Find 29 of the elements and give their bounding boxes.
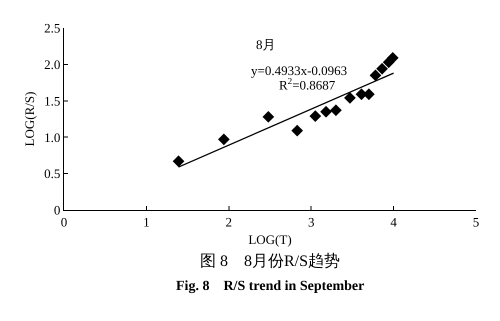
- point: [386, 52, 399, 64]
- x-axis-title: LOG(T): [248, 232, 292, 248]
- point: [172, 155, 184, 168]
- caption: Fig. 8 R/S trend in September: [176, 279, 364, 294]
- annotation: y=0.4933x-0.0963: [251, 63, 348, 78]
- point: [262, 110, 274, 123]
- y-tick-label: 1.5: [44, 93, 60, 108]
- caption: 图 8 8月份R/S趋势: [200, 252, 340, 270]
- point: [291, 124, 304, 136]
- x-tick-label: 1: [143, 214, 150, 230]
- y-tick-label: 2.5: [44, 20, 60, 36]
- annotation: R$^{2}$=0.8687: [279, 76, 336, 92]
- annotation: 8月: [256, 37, 276, 52]
- point: [370, 69, 382, 82]
- x-tick-label: 4: [390, 214, 398, 230]
- point: [309, 110, 322, 122]
- x-tick-label: 3: [308, 214, 314, 230]
- y-tick-label: 0: [54, 202, 60, 218]
- y-tick-label: 2.0: [44, 56, 60, 72]
- point: [376, 62, 388, 75]
- y-tick-label: 1.0: [44, 130, 60, 145]
- x-tick-label: 2: [226, 214, 232, 230]
- x-tick-label: 5: [472, 214, 480, 230]
- point: [320, 106, 332, 118]
- point: [344, 92, 356, 104]
- y-tick-label: 0.5: [44, 166, 60, 182]
- point: [330, 104, 342, 116]
- y-axis-title: LOG(R/S): [22, 92, 38, 146]
- point: [218, 134, 230, 146]
